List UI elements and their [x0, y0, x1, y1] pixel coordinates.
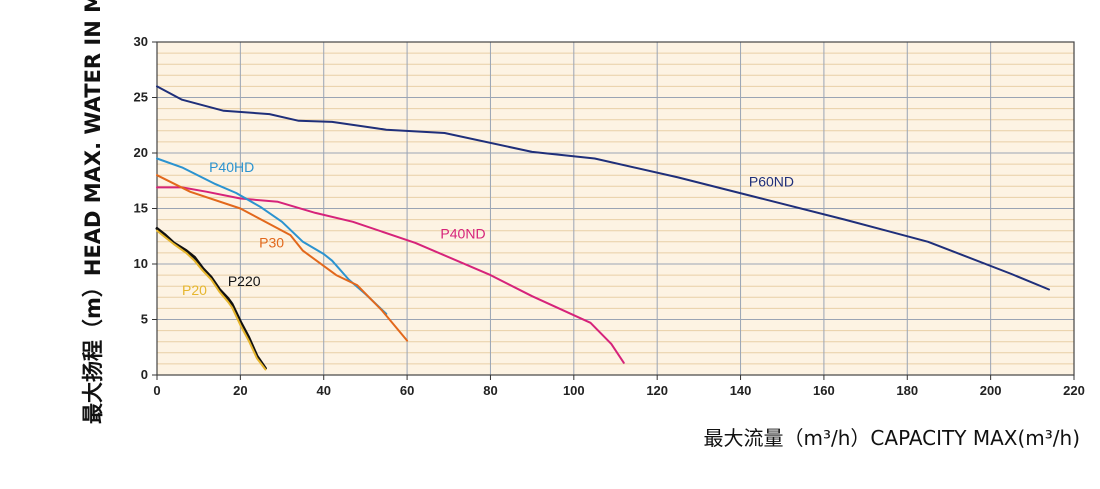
x-tick-label: 40: [316, 383, 330, 398]
y-axis-label: 最大扬程（m）HEAD MAX. WATER IN M: [81, 0, 105, 424]
y-tick-label: 25: [134, 90, 148, 105]
series-label-p30: P30: [259, 234, 284, 250]
series-line-p20: [156, 229, 267, 371]
x-tick-label: 120: [646, 383, 668, 398]
series-label-p40nd: P40ND: [440, 225, 485, 241]
x-tick-label: 140: [730, 383, 752, 398]
x-tick-label: 200: [980, 383, 1002, 398]
series-line-p40nd: [156, 186, 625, 364]
x-tick-label: 100: [563, 383, 585, 398]
x-tick-labels: 0 20 40 60 80 100 120 140 160 180 200 220: [153, 383, 1084, 398]
y-tick-label: 20: [134, 145, 148, 160]
series-line-p60nd: [156, 85, 1050, 291]
x-tick-label: 80: [483, 383, 497, 398]
y-tick-label: 0: [141, 367, 148, 382]
series-labels: P60ND P40ND P40HD P30 P220 P20: [182, 159, 794, 298]
series-label-p20: P20: [182, 282, 207, 298]
y-tick-label: 15: [134, 201, 148, 216]
x-tick-label: 60: [400, 383, 414, 398]
series-line-p220: [155, 227, 267, 370]
x-tick-label: 220: [1063, 383, 1085, 398]
x-tick-label: 0: [153, 383, 160, 398]
y-tick-label: 10: [134, 256, 148, 271]
series-label-p60nd: P60ND: [749, 173, 794, 189]
axes: [152, 41, 1075, 380]
x-axis-label: 最大流量（m³/h）CAPACITY MAX(m³/h): [704, 426, 1080, 450]
x-tick-label: 180: [896, 383, 918, 398]
grid-lines: [157, 42, 1074, 375]
x-tick-label: 160: [813, 383, 835, 398]
x-tick-label: 20: [233, 383, 247, 398]
series-label-p40hd: P40HD: [209, 159, 254, 175]
y-tick-label: 5: [141, 312, 148, 327]
y-tick-labels: 0 5 10 15 20 25 30: [134, 34, 148, 382]
series-lines: [155, 85, 1050, 371]
y-tick-label: 30: [134, 34, 148, 49]
series-label-p220: P220: [228, 273, 261, 289]
series-line-p30: [156, 174, 409, 342]
